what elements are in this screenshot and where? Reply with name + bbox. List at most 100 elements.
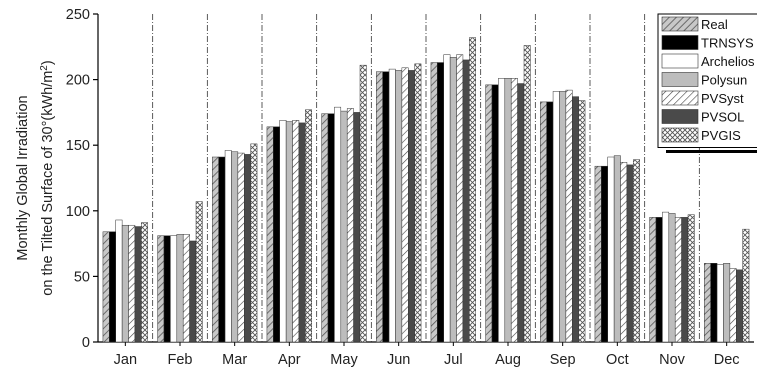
bar-pvgis-feb xyxy=(195,201,203,343)
bar-pvgis-oct xyxy=(633,159,640,343)
legend-label-trnsys: TRNSYS xyxy=(701,36,754,51)
y-tick-label: 250 xyxy=(66,7,90,23)
y-axis-label-line2-end: ) xyxy=(40,60,56,65)
bar-archelios-mar xyxy=(224,150,232,343)
bar-real-dec xyxy=(704,263,711,343)
y-axis-label-line1: Monthly Global Irradiation xyxy=(15,95,31,260)
legend-label-archelios: Archelios xyxy=(701,54,755,69)
bar-archelios-jul xyxy=(443,54,451,343)
bar-archelios-jan xyxy=(115,219,123,343)
bar-polysun-oct xyxy=(613,155,621,343)
bar-pvgis-jan xyxy=(141,222,148,343)
bar-pvsol-dec xyxy=(736,269,743,343)
bar-pvgis-apr xyxy=(305,109,312,343)
bar-polysun-jul xyxy=(449,57,457,343)
bar-pvsol-mar xyxy=(244,154,251,343)
bar-polysun-dec xyxy=(723,263,731,343)
bar-pvsyst-jul xyxy=(456,54,464,343)
bar-pvgis-nov xyxy=(687,214,695,343)
bar-trnsys-jun xyxy=(382,71,390,343)
bar-pvgis-sep xyxy=(578,100,586,343)
y-tick-label: 100 xyxy=(66,204,90,220)
bar-archelios-nov xyxy=(662,211,670,343)
y-axis-label-line2: on the Tilted Surface of 30°(kWh/m2) xyxy=(39,60,56,295)
legend-swatch-polysun xyxy=(661,72,699,87)
bar-trnsys-apr xyxy=(273,126,280,343)
bar-pvsol-jun xyxy=(408,70,415,343)
bar-archelios-aug xyxy=(498,78,506,343)
x-tick-label: Sep xyxy=(550,352,576,368)
bar-pvsol-jan xyxy=(134,226,142,343)
bar-pvsol-oct xyxy=(626,164,634,343)
bar-trnsys-oct xyxy=(601,165,608,343)
y-tick-label: 0 xyxy=(82,335,90,351)
bar-pvsyst-jun xyxy=(401,67,409,343)
y-axis-label-unit-superscript: 2 xyxy=(39,65,50,71)
legend-swatch-pvsol xyxy=(661,109,699,124)
bar-polysun-nov xyxy=(668,213,676,343)
legend-swatch-pvgis xyxy=(661,127,699,143)
bar-pvsyst-aug xyxy=(510,78,518,343)
bar-pvsol-sep xyxy=(572,96,579,343)
bar-pvgis-jun xyxy=(414,63,422,343)
bar-real-jan xyxy=(102,231,110,343)
x-tick-label: Feb xyxy=(168,352,193,368)
bar-pvsol-jul xyxy=(462,59,470,343)
bar-polysun-feb xyxy=(176,234,184,343)
bar-pvsyst-feb xyxy=(182,234,190,343)
bar-pvsol-nov xyxy=(681,217,689,343)
y-tick-label: 50 xyxy=(74,269,90,285)
bar-pvsyst-oct xyxy=(620,162,628,343)
legend-label-polysun: Polysun xyxy=(701,73,747,88)
bar-archelios-sep xyxy=(552,91,560,343)
bar-pvgis-dec xyxy=(742,228,750,343)
legend-label-pvsol: PVSOL xyxy=(701,110,744,125)
bar-real-jun xyxy=(376,71,383,343)
bar-polysun-may xyxy=(340,110,348,343)
bar-polysun-sep xyxy=(559,91,567,343)
bar-pvsyst-sep xyxy=(565,89,573,343)
bar-polysun-mar xyxy=(231,151,239,343)
plot-area xyxy=(97,14,754,343)
bar-archelios-dec xyxy=(716,264,724,343)
bar-pvsol-may xyxy=(353,112,361,343)
bar-archelios-feb xyxy=(170,235,178,343)
bar-trnsys-dec xyxy=(710,263,718,343)
bar-archelios-jun xyxy=(388,68,396,343)
bar-archelios-apr xyxy=(279,120,287,343)
bar-pvsyst-apr xyxy=(292,120,300,343)
bar-pvsol-aug xyxy=(517,83,525,343)
bar-real-sep xyxy=(540,101,547,343)
bar-trnsys-aug xyxy=(491,84,499,343)
bar-real-aug xyxy=(485,84,493,343)
x-tick-label: Jul xyxy=(444,352,463,368)
x-tick-label: Jan xyxy=(114,352,137,368)
legend-label-pvsyst: PVSyst xyxy=(701,91,744,106)
bar-pvsyst-jan xyxy=(128,224,136,343)
legend-label-pvgis: PVGIS xyxy=(701,128,741,143)
x-tick-label: Apr xyxy=(278,352,301,368)
y-tick-label: 200 xyxy=(66,73,90,89)
bar-polysun-aug xyxy=(504,78,512,343)
bar-trnsys-mar xyxy=(218,156,226,343)
bar-trnsys-jan xyxy=(109,231,116,343)
x-tick-label: Jun xyxy=(387,352,410,368)
legend-swatch-real xyxy=(661,16,699,32)
bar-trnsys-may xyxy=(327,113,335,343)
legend: Real TRNSYS Archelios Polysun PVSyst PVSOL PVG… xyxy=(657,13,757,153)
x-tick-label: Dec xyxy=(714,352,740,368)
bar-pvsyst-dec xyxy=(729,268,737,343)
bar-real-feb xyxy=(157,235,165,343)
x-tick-label: Mar xyxy=(222,352,247,368)
bar-real-mar xyxy=(212,156,219,343)
x-tick-label: Oct xyxy=(606,352,629,368)
bar-real-jul xyxy=(430,62,438,343)
y-axis-label-line2-main: on the Tilted Surface of 30°(kWh/m xyxy=(40,71,56,296)
bar-archelios-oct xyxy=(607,156,615,343)
bar-real-may xyxy=(321,113,329,343)
bar-pvgis-mar xyxy=(250,143,258,343)
legend-swatch-trnsys xyxy=(661,35,699,50)
legend-swatch-archelios xyxy=(661,53,699,69)
bar-pvgis-jul xyxy=(469,37,476,343)
bar-real-oct xyxy=(594,165,602,343)
